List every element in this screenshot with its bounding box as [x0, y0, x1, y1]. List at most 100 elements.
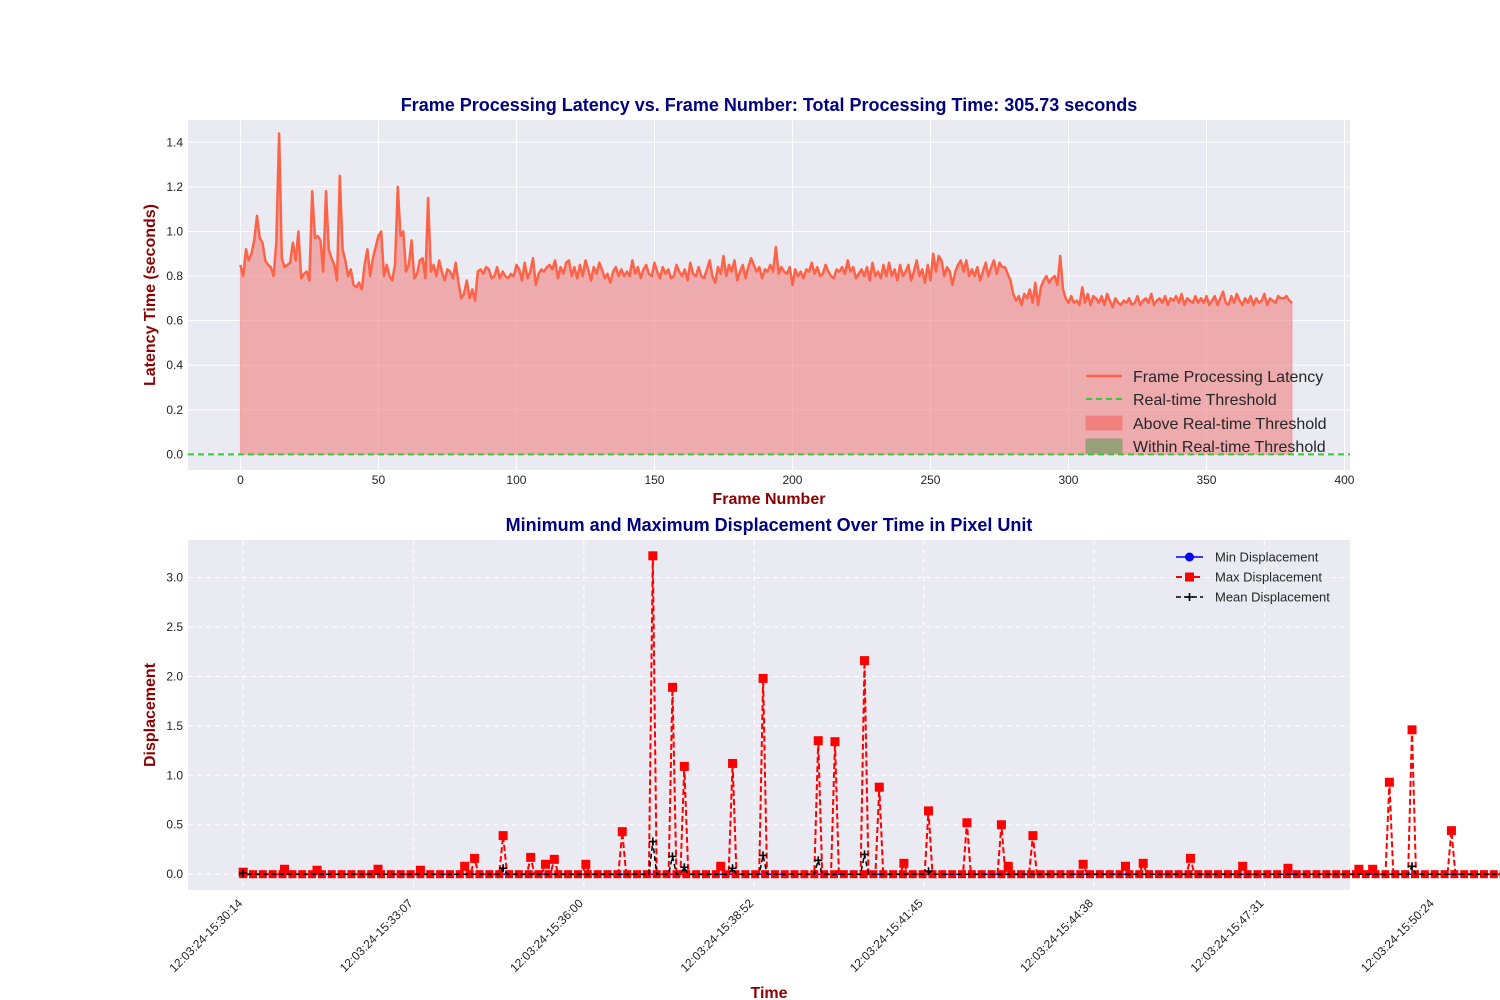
max-displacement-point — [962, 818, 972, 828]
max-displacement-zero-point — [967, 870, 976, 879]
max-displacement-zero-point — [1410, 870, 1419, 879]
max-displacement-point — [549, 854, 559, 864]
axes1-ticks: 0 50 100 150 200 250 300 350 400 0.0 0.2 0.4 0.6 0.8 1… — [166, 135, 1354, 487]
axes1-xtick-label: 50 — [372, 473, 386, 487]
max-displacement-point — [540, 859, 550, 869]
max-displacement-zero-point — [514, 870, 523, 879]
max-displacement-zero-point — [603, 870, 612, 879]
max-displacement-point — [667, 682, 677, 692]
max-displacement-zero-point — [1145, 870, 1154, 879]
axes1-ytick-label: 0.4 — [166, 358, 183, 372]
max-displacement-point — [581, 859, 591, 869]
axes1-xtick-label: 400 — [1334, 473, 1354, 487]
axes2-ytick-label: 0.5 — [166, 818, 183, 832]
max-displacement-zero-point — [889, 870, 898, 879]
axes1-xtick-label: 200 — [782, 473, 802, 487]
max-displacement-point — [996, 820, 1006, 830]
max-displacement-point — [470, 853, 480, 863]
max-displacement-zero-point — [731, 870, 740, 879]
mean-displacement-point — [860, 850, 869, 859]
axes2-ytick-label: 1.5 — [166, 719, 183, 733]
legend-label: Max Displacement — [1215, 570, 1322, 585]
mean-displacement-point — [239, 869, 248, 878]
max-displacement-point — [716, 861, 726, 871]
max-displacement-zero-point — [849, 870, 858, 879]
axes1-ylabel: Latency Time (seconds) — [142, 204, 159, 386]
max-displacement-point — [1354, 864, 1364, 874]
max-displacement-zero-point — [337, 870, 346, 879]
axes1-xtick-label: 150 — [644, 473, 664, 487]
max-displacement-point — [924, 806, 934, 816]
legend-label: Within Real-time Threshold — [1133, 439, 1326, 456]
mean-displacement-point — [1408, 862, 1417, 871]
max-displacement-point — [813, 736, 823, 746]
mean-displacement-point — [924, 867, 933, 876]
max-displacement-zero-point — [1174, 870, 1183, 879]
max-displacement-point — [1238, 861, 1248, 871]
max-displacement-point — [498, 831, 508, 841]
max-displacement-zero-point — [898, 870, 907, 879]
max-displacement-zero-point — [1302, 870, 1311, 879]
legend-label: Frame Processing Latency — [1133, 369, 1323, 386]
max-displacement-zero-point — [1420, 870, 1429, 879]
max-displacement-point — [1384, 777, 1394, 787]
max-displacement-zero-point — [1095, 870, 1104, 879]
max-displacement-point — [679, 761, 689, 771]
max-displacement-point — [874, 782, 884, 792]
max-displacement-point — [1138, 858, 1148, 868]
max-displacement-zero-point — [859, 870, 868, 879]
axes1-ytick-label: 1.4 — [166, 135, 183, 149]
legend-patch-swatch — [1085, 438, 1123, 454]
max-displacement-point — [1028, 831, 1038, 841]
max-displacement-point — [648, 551, 658, 561]
axes2-xtick-label: 12:03:24-15:33:07 — [337, 896, 416, 975]
axes2-ytick-label: 2.0 — [166, 669, 183, 683]
axes2-xtick-label: 12:03:24-15:44:38 — [1017, 896, 1096, 975]
axes1-ytick-label: 0.2 — [166, 403, 183, 417]
axes1-ytick-label: 0.0 — [166, 447, 183, 461]
axes1-xtick-label: 300 — [1058, 473, 1078, 487]
max-displacement-point — [1078, 859, 1088, 869]
max-displacement-zero-point — [1401, 870, 1410, 879]
mean-displacement-line — [239, 841, 1500, 875]
max-displacement-zero-point — [692, 870, 701, 879]
legend-patch-swatch — [1085, 415, 1123, 431]
axes2-ytick-label: 3.0 — [166, 571, 183, 585]
max-displacement-point — [373, 864, 383, 874]
axes1-plot-area — [188, 132, 1350, 456]
max-displacement-zero-point — [288, 870, 297, 879]
max-displacement-point — [899, 858, 909, 868]
axes2-ylabel: Displacement — [142, 662, 159, 767]
max-displacement-zero-point — [928, 870, 937, 879]
axes1-xtick-label: 350 — [1196, 473, 1216, 487]
max-displacement-point — [1185, 853, 1195, 863]
max-displacement-point — [415, 865, 425, 875]
axes1-ytick-label: 1.0 — [166, 224, 183, 238]
max-displacement-point — [1120, 861, 1130, 871]
legend-label: Mean Displacement — [1215, 590, 1330, 605]
max-displacement-zero-point — [298, 870, 307, 879]
max-displacement-zero-point — [790, 870, 799, 879]
axes2-ytick-label: 0.0 — [166, 867, 183, 881]
max-displacement-zero-point — [1430, 870, 1439, 879]
mean-displacement-point — [499, 864, 508, 873]
max-displacement-zero-point — [1391, 870, 1400, 879]
axes2-plot-area — [238, 551, 1500, 879]
max-displacement-zero-point — [800, 870, 809, 879]
axes2-legend: Min Displacement Max Displacement Mean Dis… — [1176, 550, 1330, 605]
max-displacement-point — [312, 865, 322, 875]
max-displacement-zero-point — [1223, 870, 1232, 879]
axes1-legend: Frame Processing Latency Real-time Thresh… — [1085, 369, 1327, 456]
axes1-ytick-label: 0.6 — [166, 314, 183, 328]
legend-circle-marker — [1185, 552, 1194, 562]
max-displacement-zero-point — [554, 870, 563, 879]
max-displacement-point — [1368, 864, 1378, 874]
axes2-xtick-label: 12:03:24-15:50:24 — [1358, 896, 1437, 975]
max-displacement-point — [830, 737, 840, 747]
max-displacement-zero-point — [1351, 870, 1360, 879]
max-displacement-zero-point — [1017, 870, 1026, 879]
latency-series-line — [239, 132, 1293, 309]
max-displacement-zero-point — [1184, 870, 1193, 879]
axes1-xlabel: Frame Number — [713, 491, 826, 508]
